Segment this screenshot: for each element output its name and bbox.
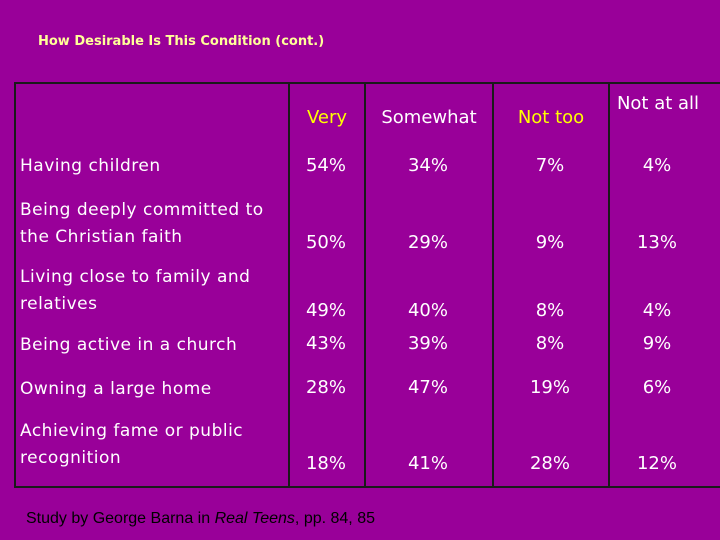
table-cell: 50% <box>305 232 346 253</box>
column-header-not-at-all: Not at all <box>616 93 700 114</box>
table-cell: 4% <box>642 300 672 321</box>
table-cell: 34% <box>407 155 448 176</box>
table-cell: 41% <box>407 453 448 474</box>
table-divider-2 <box>364 82 366 488</box>
row-label: Achieving fame or public recognition <box>20 421 244 468</box>
row-label: Being active in a church <box>20 335 238 355</box>
column-header-somewhat: Somewhat <box>381 107 477 128</box>
column-header-not-too: Not too <box>517 107 585 128</box>
table-cell: 13% <box>636 232 677 253</box>
citation-pages: , pp. 84, 85 <box>294 510 375 527</box>
table-border-top <box>14 82 720 84</box>
table-cell: 43% <box>305 333 346 354</box>
table-cell: 54% <box>305 155 346 176</box>
table-divider-1 <box>288 82 290 488</box>
row-label: Living close to family and relatives <box>20 267 251 314</box>
table-cell: 7% <box>535 155 565 176</box>
table-cell: 29% <box>407 232 448 253</box>
row-label: Having children <box>20 156 161 176</box>
source-citation: Study by George Barna in Real Teens, pp.… <box>26 510 375 528</box>
table-cell: 40% <box>407 300 448 321</box>
table-cell: 4% <box>642 155 672 176</box>
row-label: Owning a large home <box>20 379 212 399</box>
table-cell: 49% <box>305 300 346 321</box>
table-cell: 9% <box>535 232 565 253</box>
table-border-left <box>14 82 16 488</box>
table-cell: 18% <box>305 453 346 474</box>
column-header-very: Very <box>306 107 348 128</box>
table-divider-3 <box>492 82 494 488</box>
table-cell: 6% <box>642 377 672 398</box>
table-cell: 8% <box>535 333 565 354</box>
row-label: Being deeply committed to the Christian … <box>20 200 264 247</box>
table-cell: 19% <box>529 377 570 398</box>
table-border-bottom <box>14 486 720 488</box>
slide-title: How Desirable Is This Condition (cont.) <box>38 34 325 49</box>
table-cell: 9% <box>642 333 672 354</box>
table-cell: 47% <box>407 377 448 398</box>
citation-book-title: Real Teens <box>214 510 295 527</box>
table-cell: 28% <box>529 453 570 474</box>
table-cell: 8% <box>535 300 565 321</box>
table-cell: 28% <box>305 377 346 398</box>
citation-prefix: Study by George Barna in <box>26 510 215 527</box>
table-divider-4 <box>608 82 610 488</box>
table-cell: 39% <box>407 333 448 354</box>
table-cell: 12% <box>636 453 677 474</box>
